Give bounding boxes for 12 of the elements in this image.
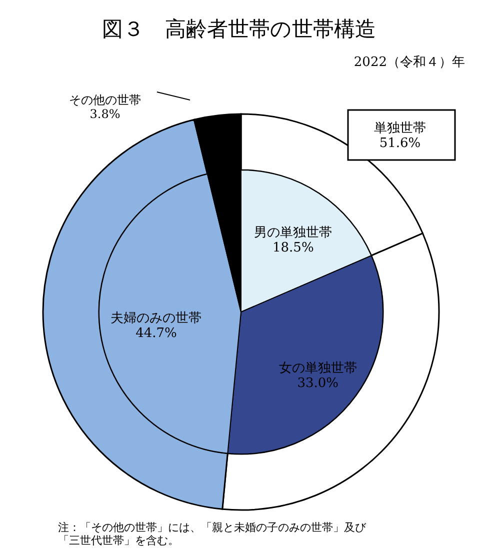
- data-label: 18.5%: [272, 240, 314, 256]
- slice-label: 男の単独世帯: [254, 226, 332, 241]
- data-label: 44.7%: [136, 326, 177, 342]
- text: 単独世帯 51.6%: [374, 121, 426, 151]
- chart-title: 図３ 高齢者世帯の世帯構造: [102, 17, 376, 41]
- chart-subtitle: 2022（令和４）年: [354, 55, 465, 70]
- slice-label: 夫婦のみの世帯: [110, 311, 202, 326]
- text: 注：「その他の世帯」には、「親と未婚の子のみの世帯」及び「三世代世帯」を含む。: [58, 521, 367, 547]
- slice-label: 女の単独世帯: [278, 360, 357, 376]
- data-label: 33.0%: [297, 376, 339, 391]
- legend-label: その他の世帯: [69, 93, 141, 107]
- data-label: 3.8%: [90, 107, 120, 121]
